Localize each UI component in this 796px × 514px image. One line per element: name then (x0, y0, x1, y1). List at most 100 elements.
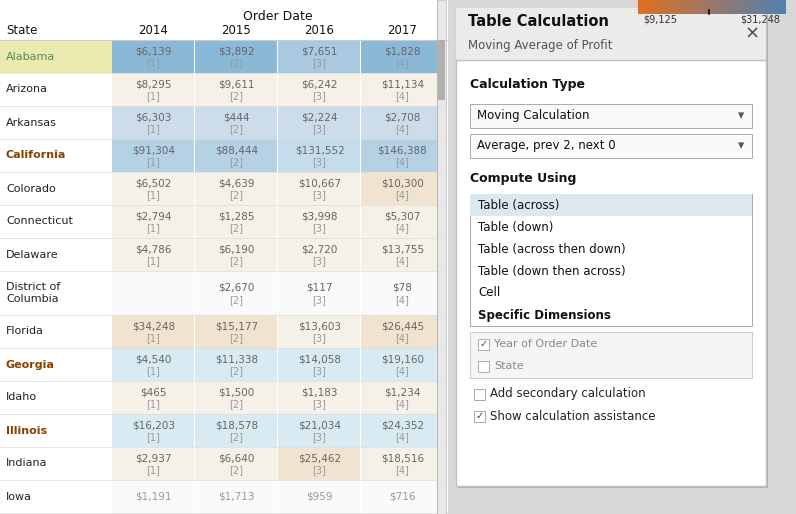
Bar (646, 0, 647, 14)
Text: [3]: [3] (313, 91, 326, 101)
Bar (736, 0, 738, 14)
Bar (775, 0, 777, 14)
Text: Table (across): Table (across) (478, 198, 560, 211)
Bar (646, 0, 648, 14)
Bar (278, 271, 360, 315)
Text: $131,552: $131,552 (295, 145, 345, 156)
Bar (751, 0, 752, 14)
Bar (650, 0, 652, 14)
Text: $5,307: $5,307 (384, 211, 421, 222)
Text: $4,540: $4,540 (135, 355, 172, 364)
Bar (782, 0, 783, 14)
Text: ✓: ✓ (475, 411, 483, 421)
Text: $88,444: $88,444 (215, 145, 258, 156)
Bar (728, 0, 729, 14)
Text: [2]: [2] (229, 432, 244, 443)
Bar (774, 0, 775, 14)
Text: [2]: [2] (229, 91, 244, 101)
Text: [1]: [1] (146, 466, 161, 475)
Bar (685, 0, 686, 14)
Bar (0, 40, 112, 73)
Text: [1]: [1] (146, 224, 161, 233)
Bar (766, 0, 767, 14)
Bar (757, 0, 759, 14)
Bar (682, 0, 684, 14)
Bar (112, 447, 194, 480)
Bar (361, 205, 443, 238)
Text: Average, prev 2, next 0: Average, prev 2, next 0 (477, 139, 615, 153)
Text: [2]: [2] (229, 191, 244, 200)
Text: [4]: [4] (396, 295, 409, 305)
Text: Compute Using: Compute Using (470, 172, 576, 185)
Bar (696, 0, 699, 14)
Text: Specific Dimensions: Specific Dimensions (478, 308, 611, 321)
Text: [2]: [2] (229, 224, 244, 233)
Bar (692, 0, 693, 14)
Text: [4]: [4] (396, 399, 409, 410)
Text: [4]: [4] (396, 432, 409, 443)
Bar (0, 139, 112, 172)
Bar (112, 315, 194, 348)
Bar (0, 0, 448, 514)
Text: [3]: [3] (313, 334, 326, 343)
Bar (643, 0, 645, 14)
Bar (669, 0, 670, 14)
Text: $6,190: $6,190 (218, 245, 255, 254)
Bar (659, 0, 661, 14)
Bar (456, 8, 766, 60)
Bar (731, 0, 733, 14)
Bar (752, 0, 754, 14)
Text: [1]: [1] (146, 256, 161, 266)
Bar (638, 0, 640, 14)
Text: $6,303: $6,303 (135, 113, 172, 122)
Bar (361, 348, 443, 381)
Bar (678, 0, 680, 14)
Bar (470, 194, 752, 216)
Text: District of
Columbia: District of Columbia (6, 282, 60, 304)
Text: $9,611: $9,611 (218, 80, 255, 89)
Bar (361, 315, 443, 348)
Text: $25,462: $25,462 (298, 453, 341, 464)
Text: $6,640: $6,640 (218, 453, 255, 464)
Bar (641, 0, 642, 14)
Bar (361, 73, 443, 106)
Bar (195, 106, 277, 139)
Bar (648, 0, 650, 14)
Bar (763, 0, 765, 14)
Bar (755, 0, 756, 14)
Bar (112, 205, 194, 238)
Text: $1,500: $1,500 (218, 388, 255, 397)
Bar (694, 0, 696, 14)
Bar (782, 0, 784, 14)
Bar (670, 0, 672, 14)
Bar (719, 0, 720, 14)
Text: [3]: [3] (313, 157, 326, 168)
Bar (0, 414, 112, 447)
Text: State: State (6, 24, 37, 36)
Bar (278, 139, 360, 172)
Text: [2]: [2] (229, 366, 244, 376)
Text: [3]: [3] (313, 191, 326, 200)
Bar (112, 238, 194, 271)
Text: $13,755: $13,755 (381, 245, 424, 254)
Bar (691, 0, 693, 14)
Bar (458, 10, 768, 488)
Bar (665, 0, 667, 14)
Bar (653, 0, 654, 14)
Bar (725, 0, 727, 14)
Bar (456, 8, 766, 486)
Text: [1]: [1] (146, 399, 161, 410)
Bar (698, 0, 700, 14)
Text: [2]: [2] (229, 399, 244, 410)
Bar (112, 414, 194, 447)
Bar (728, 0, 731, 14)
Text: $146,388: $146,388 (377, 145, 427, 156)
Text: Order Date: Order Date (244, 10, 313, 23)
Bar (112, 73, 194, 106)
Text: $6,242: $6,242 (301, 80, 338, 89)
Bar (0, 315, 112, 348)
Bar (737, 0, 739, 14)
Bar (278, 480, 360, 513)
Text: [1]: [1] (146, 334, 161, 343)
Text: Arizona: Arizona (6, 84, 48, 95)
